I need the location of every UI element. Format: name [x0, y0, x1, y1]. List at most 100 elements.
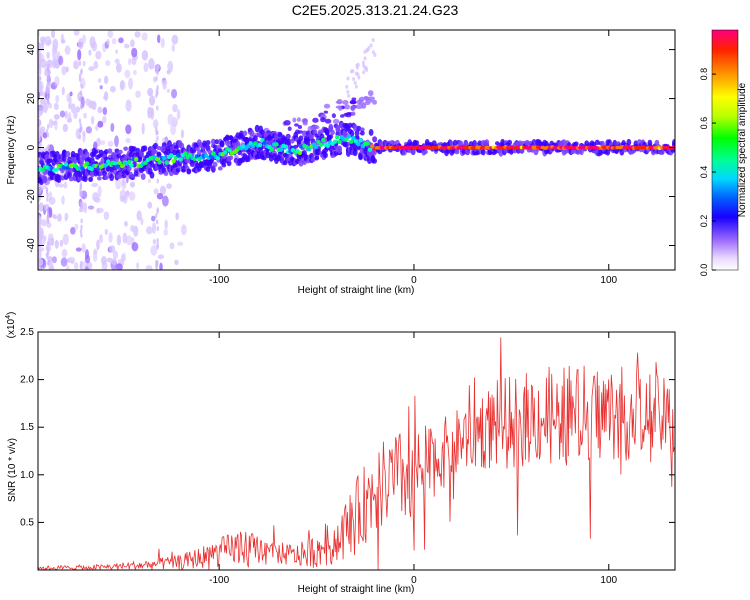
spectrogram-noise-blob [69, 91, 73, 97]
spectrogram-streak-blob [78, 73, 82, 79]
spectrogram-streak-blob [78, 127, 82, 133]
spectrogram-band-halo [240, 135, 246, 140]
spectrogram-noise-blob [180, 224, 187, 236]
spectrogram-band-halo [372, 158, 378, 164]
spectrogram-noise-blob [115, 49, 119, 54]
spectrogram-noise-blob [136, 210, 142, 221]
spectrogram-band-halo [156, 151, 162, 158]
spectrogram-noise-blob [166, 183, 172, 190]
spectrogram-noise-blob [99, 85, 103, 90]
spectrogram-band-halo [96, 176, 102, 181]
spectrogram-noise-blob [126, 189, 130, 199]
spectrogram-band-core [211, 151, 216, 156]
spectrogram-noise-blob [64, 212, 69, 220]
spectrogram-noise-blob [48, 191, 53, 201]
spectrogram-branch-faint [354, 71, 358, 76]
spectrogram-band-core [262, 140, 267, 146]
spectrogram-branch-blob [338, 105, 343, 111]
spectrogram-noise-blob [104, 228, 108, 235]
spectrogram-band-core [320, 137, 326, 143]
spectrogram-streak-blob [154, 68, 158, 74]
spectrogram-band-halo [186, 168, 192, 175]
spectrogram-noise-blob [114, 58, 120, 64]
spectrogram-streak-blob [47, 63, 50, 69]
spectrogram-band-halo [226, 160, 232, 167]
spectrogram-band-halo [298, 135, 304, 142]
spectrogram-noise-blob [62, 123, 69, 132]
spectrogram-noise-blob [150, 245, 158, 256]
spectrogram-band-halo [265, 151, 271, 159]
spectrogram-noise-blob [107, 140, 114, 147]
spectrogram-noise-blob [125, 124, 132, 135]
spectrogram-noise-blob [70, 103, 76, 114]
spectrogram-noise-blob [88, 100, 95, 109]
spectrogram-band-halo [228, 155, 234, 161]
spectrogram-noise-blob [38, 265, 41, 270]
spectrogram-xtick-label: 0 [411, 275, 417, 286]
colorbar-tick-label: 0.2 [699, 215, 709, 228]
spectrogram-noise-blob [164, 219, 168, 230]
spectrogram-band-halo [605, 148, 611, 156]
spectrogram-noise-blob [141, 32, 148, 41]
spectrogram-noise-blob [64, 110, 68, 119]
spectrogram-branch-blob [297, 124, 303, 129]
spectrogram-band-halo [477, 140, 483, 146]
spectrogram-noise-blob [108, 232, 113, 243]
spectrogram-noise-blob [159, 185, 167, 195]
colorbar-tick-label: 0.6 [699, 117, 709, 130]
spectrogram-band-halo [242, 130, 248, 136]
spectrogram-band-core [283, 144, 288, 149]
spectrogram-band-core [346, 134, 352, 139]
spectrogram-noise-blob [95, 124, 99, 131]
spectrogram-branch-blob [342, 99, 349, 105]
spectrogram-branch-blob [323, 103, 331, 109]
spectrogram-band-halo [274, 133, 279, 141]
spectrogram-band-core [351, 135, 356, 141]
spectrogram-noise-blob [48, 118, 54, 129]
spectrogram-noise-blob [39, 126, 46, 132]
spectrogram-band-halo [286, 138, 292, 146]
spectrogram-ytick-label: -40 [26, 238, 37, 253]
spectrogram-streak-blob [156, 130, 159, 136]
spectrogram-branch-faint [346, 89, 350, 94]
spectrogram-noise-blob [96, 239, 100, 250]
spectrogram-noise-blob [73, 262, 79, 270]
spectrogram-noise-blob [136, 262, 140, 270]
spectrogram-streak-blob [155, 259, 158, 265]
spectrogram-band-halo [167, 140, 172, 148]
spectrogram-streak-blob [80, 104, 83, 110]
spectrogram-noise-blob [103, 211, 110, 221]
spectrogram-band-halo [619, 148, 625, 156]
spectrogram-noise-blob [163, 228, 168, 236]
spectrogram-noise-blob [92, 251, 98, 263]
spectrogram-streak-blob [155, 219, 159, 225]
spectrogram-noise-blob [106, 257, 113, 263]
spectrogram-noise-blob [38, 196, 41, 203]
spectrogram-band-core [215, 156, 221, 161]
spectrogram-band-halo [75, 154, 81, 161]
spectrogram-band-halo [249, 129, 255, 137]
spectrogram-noise-blob [148, 58, 155, 70]
spectrogram-noise-blob [63, 181, 68, 189]
spectrogram-band-core [155, 157, 160, 162]
spectrogram-streak-blob [155, 213, 158, 219]
spectrogram-noise-blob [169, 242, 175, 250]
spectrogram-band-halo [163, 171, 169, 176]
spectrogram-axes: -100 0 100 -40 -20 0 20 40 [26, 30, 675, 286]
spectrogram-noise-blob [95, 50, 102, 60]
spectrogram-noise-blob [121, 179, 127, 190]
spectrogram-band-halo [219, 140, 225, 148]
spectrogram-noise-blob [39, 98, 47, 105]
spectrogram-band-core [126, 159, 132, 165]
spectrogram-noise-blob [100, 140, 106, 146]
snr-ytick-label: 0.5 [20, 517, 34, 528]
spectrogram-streak-blob [47, 144, 50, 150]
snr-scale-prefix: (x10 [6, 318, 17, 338]
colorbar-axes: 0.0 0.2 0.4 0.6 0.8 [699, 68, 716, 276]
spectrogram-band-halo [210, 138, 216, 145]
colorbar-gradient [711, 29, 739, 271]
spectrogram-band-core [246, 144, 251, 149]
spectrogram-band-halo [261, 156, 267, 161]
snr-scale-exp: 4 [5, 315, 12, 319]
spectrogram-noise-blob [105, 60, 111, 67]
